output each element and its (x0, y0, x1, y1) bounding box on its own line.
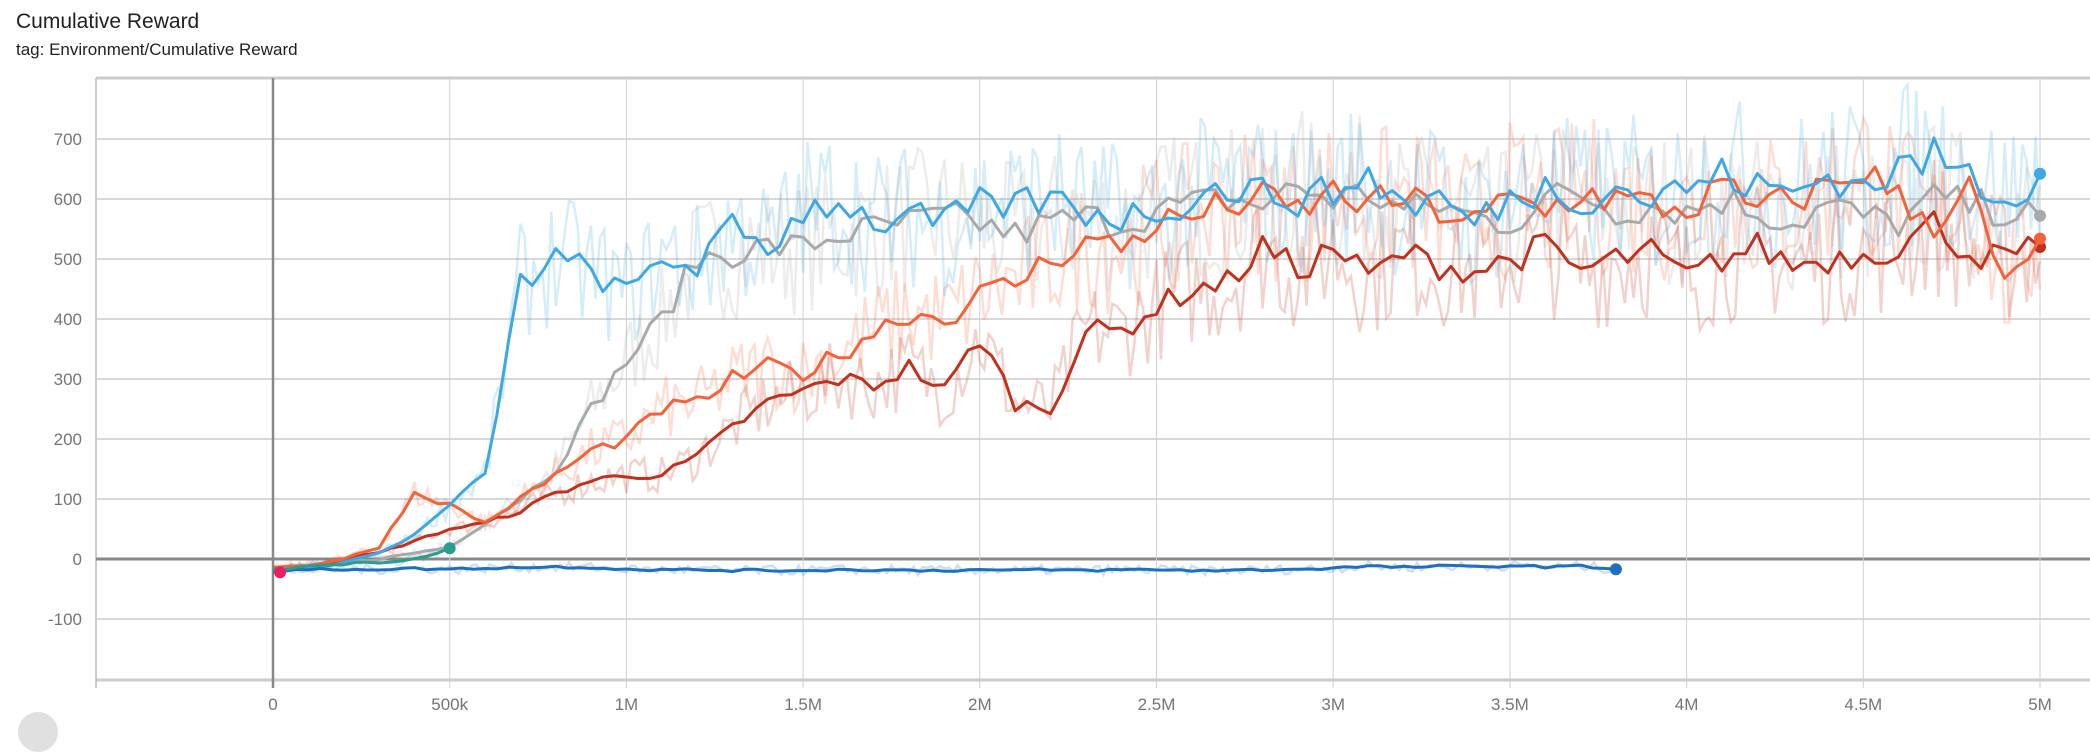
x-tick-label: 500k (431, 695, 468, 714)
expand-button[interactable] (18, 712, 58, 752)
x-tick-label: 2.5M (1138, 695, 1176, 714)
x-tick-label: 1M (615, 695, 639, 714)
y-tick-label: 0 (73, 550, 82, 569)
run-orange-line[interactable] (272, 165, 2042, 570)
x-tick-label: 0 (268, 695, 277, 714)
x-tick-label: 1.5M (784, 695, 822, 714)
run-dark-red-line[interactable] (272, 210, 2041, 570)
run-light-blue-line[interactable] (272, 136, 2042, 572)
chart-title: Cumulative Reward (16, 10, 200, 33)
y-tick-label: 400 (54, 310, 82, 329)
y-tick-label: 600 (54, 190, 82, 209)
y-tick-label: 200 (54, 430, 82, 449)
axis-ticks: -100 0 100 200 300 400 500 600 700 0 500k 1M 1.5M 2M 2… (48, 130, 2052, 714)
run-gray-endpoint[interactable] (2034, 209, 2046, 222)
chart-subtitle: tag: Environment/Cumulative Reward (16, 40, 298, 59)
y-tick-label: 300 (54, 370, 82, 389)
x-tick-label: 3M (1321, 695, 1345, 714)
run-orange-raw-line (271, 113, 2042, 573)
y-tick-label: 700 (54, 130, 82, 149)
y-tick-label: 100 (54, 490, 82, 509)
run-teal-line[interactable] (272, 546, 451, 572)
run-dark-blue-endpoint[interactable] (1609, 563, 1622, 576)
x-tick-label: 3.5M (1491, 695, 1529, 714)
run-dark-red-raw-line (272, 159, 2042, 572)
y-tick-label: 500 (54, 250, 82, 269)
run-gray-line[interactable] (272, 181, 2042, 570)
x-tick-label: 4.5M (1844, 695, 1882, 714)
grid (95, 76, 2090, 688)
x-tick-label: 4M (1675, 695, 1699, 714)
run-teal-endpoint[interactable] (443, 542, 456, 555)
cumulative-reward-chart[interactable]: -100 0 100 200 300 400 500 600 700 0 500k 1M 1.5M 2M 2… (0, 0, 2090, 724)
run-orange-endpoint[interactable] (2034, 232, 2046, 245)
x-tick-label: 2M (968, 695, 992, 714)
run-pink-endpoint[interactable] (274, 566, 287, 579)
smoothed-series (272, 136, 2046, 579)
x-tick-label: 5M (2028, 695, 2052, 714)
run-dark-blue-line[interactable] (272, 563, 1617, 574)
run-light-blue-endpoint[interactable] (2034, 167, 2046, 180)
y-tick-label: -100 (48, 610, 82, 629)
